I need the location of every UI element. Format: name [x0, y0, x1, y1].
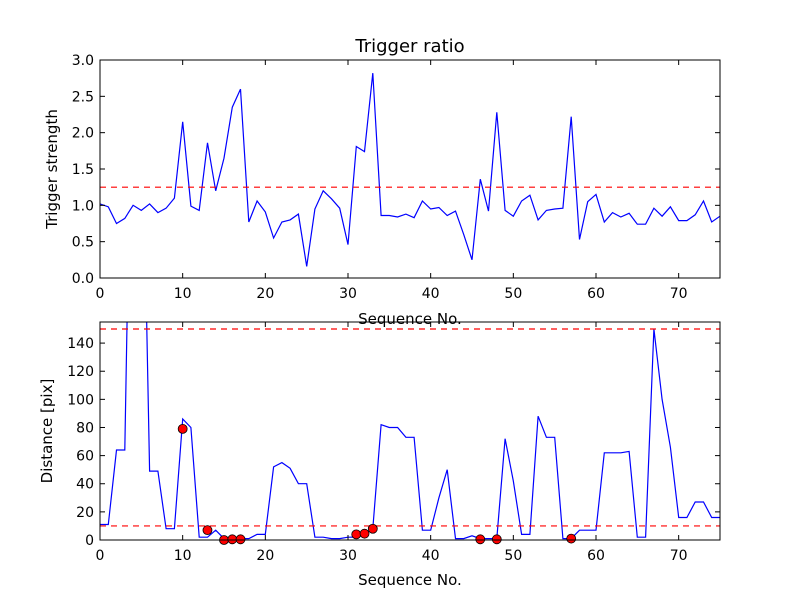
- data-point-marker: [367, 523, 378, 534]
- data-point-marker: [227, 534, 238, 545]
- x-tick-label: 20: [256, 286, 274, 302]
- y-tick-label: 80: [76, 420, 94, 436]
- y-tick-label: 2.0: [72, 126, 94, 142]
- y-tick-label: 3.0: [72, 53, 94, 69]
- y-tick-label: 2.5: [72, 89, 94, 105]
- x-tick-label: 10: [174, 548, 192, 564]
- data-point-marker: [202, 525, 213, 536]
- distance-chart: 0 10 20 30 40 50 60 70 0 20 40 60 80 100 120 140 Seque…: [38, 321, 721, 589]
- y-tick-label: 140: [67, 336, 94, 352]
- series-line: [100, 322, 720, 540]
- x-tick-label: 70: [670, 548, 688, 564]
- x-tick-label: 0: [96, 286, 105, 302]
- x-axis-label: Sequence No.: [358, 310, 462, 328]
- y-tick-label: 0.5: [72, 235, 94, 251]
- x-axis-label: Sequence No.: [358, 571, 462, 589]
- series-line: [100, 73, 720, 267]
- x-axis: 0 10 20 30 40 50 60 70: [96, 322, 688, 564]
- y-tick-label: 0.0: [72, 271, 94, 287]
- y-tick-label: 100: [67, 392, 94, 408]
- data-point-marker: [566, 533, 577, 544]
- x-tick-label: 40: [422, 286, 440, 302]
- y-axis-label: Trigger strength: [43, 109, 61, 230]
- plot-frame: [99, 59, 721, 279]
- data-point-marker: [351, 529, 362, 540]
- marker-group: [177, 423, 577, 545]
- x-tick-label: 50: [504, 548, 522, 564]
- x-tick-label: 30: [339, 548, 357, 564]
- y-axis-label: Distance [pix]: [38, 379, 56, 484]
- y-axis: 0 20 40 60 80 100 120 140: [67, 336, 720, 549]
- x-tick-label: 60: [587, 286, 605, 302]
- x-tick-label: 30: [339, 286, 357, 302]
- x-tick-label: 10: [174, 286, 192, 302]
- series-group: [100, 73, 720, 267]
- x-tick-label: 70: [670, 286, 688, 302]
- x-tick-label: 60: [587, 548, 605, 564]
- data-point-marker: [475, 534, 486, 545]
- y-axis: 0.0 0.5 1.0 1.5 2.0 2.5 3.0: [72, 53, 720, 287]
- y-tick-label: 40: [76, 477, 94, 493]
- threshold-group: [100, 328, 720, 527]
- x-axis: 0 10 20 30 40 50 60 70: [96, 60, 688, 302]
- data-point-marker: [235, 534, 246, 545]
- x-tick-label: 40: [422, 548, 440, 564]
- y-tick-label: 60: [76, 449, 94, 465]
- x-tick-label: 50: [504, 286, 522, 302]
- y-tick-label: 1.5: [72, 162, 94, 178]
- trigger-ratio-chart: Trigger ratio 0 10 20 30 40 50 60 70 0.0 0.5 1.0 1…: [43, 36, 721, 328]
- x-tick-label: 0: [96, 548, 105, 564]
- data-point-marker: [491, 534, 502, 545]
- data-point-marker: [177, 423, 188, 434]
- y-tick-label: 0: [85, 533, 94, 549]
- y-tick-label: 1.0: [72, 198, 94, 214]
- y-tick-label: 20: [76, 505, 94, 521]
- data-point-marker: [359, 528, 370, 539]
- chart-title: Trigger ratio: [354, 36, 464, 57]
- x-tick-label: 20: [256, 548, 274, 564]
- series-group: [100, 322, 720, 540]
- y-tick-label: 120: [67, 364, 94, 380]
- plot-frame: [99, 321, 721, 541]
